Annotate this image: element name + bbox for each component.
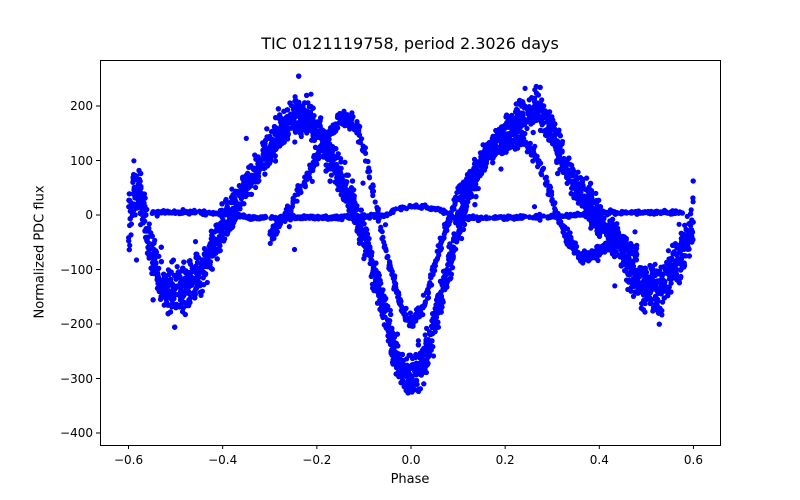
x-tick-label: 0.2: [495, 453, 515, 467]
y-tick-label: 200: [70, 99, 93, 113]
x-tick-label: 0.4: [589, 453, 609, 467]
y-tick-label: −400: [60, 426, 93, 440]
y-tick-label: −100: [60, 262, 93, 277]
y-tick-label: 0: [85, 208, 93, 222]
x-axis-label: Phase: [390, 472, 430, 487]
scatter-points: [126, 73, 696, 396]
y-axis-label: Normalized PDC flux: [32, 185, 48, 319]
chart-title: TIC 0121119758, period 2.3026 days: [261, 34, 559, 53]
y-tick-label: 100: [70, 153, 93, 168]
y-tick-label: −300: [60, 371, 93, 386]
x-tick-label: 0.0: [401, 453, 421, 467]
x-tick-label: 0.6: [683, 453, 704, 467]
x-tick-label: −0.4: [208, 453, 238, 467]
x-tick-label: −0.2: [302, 453, 332, 467]
x-tick-label: −0.6: [113, 453, 144, 467]
axis-ticks: [96, 105, 694, 449]
y-tick-label: −200: [60, 317, 93, 331]
